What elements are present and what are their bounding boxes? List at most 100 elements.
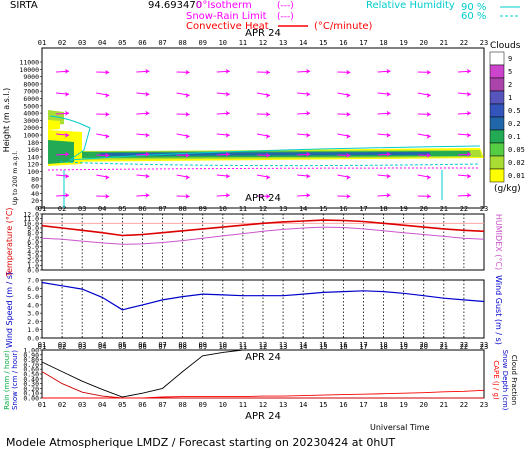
wind-arrow-head xyxy=(346,111,351,117)
wind-arrow-head xyxy=(225,68,230,74)
hour-label-10: 10 xyxy=(219,205,227,213)
y-tick-120: 120 xyxy=(27,161,39,169)
humidex-y-axis-label: HUMIDEX (°C) xyxy=(494,214,503,270)
y-tick-0.0: 0.0 xyxy=(27,267,39,275)
hour-label-15: 15 xyxy=(319,39,327,47)
clouds-bottom-hour-labels: 01 02 03 04 05 06 07 08 09 10 11 12 13 14 15 16 17 18 19 20… xyxy=(38,205,488,213)
y-tick-0.70: 0.70 xyxy=(23,361,39,369)
hour-label-06: 06 xyxy=(138,401,146,409)
model-footer: Modele Atmospherique LMDZ / Forecast sta… xyxy=(6,436,395,449)
wind-arrow-head xyxy=(185,133,190,139)
hour-label-18: 18 xyxy=(379,205,387,213)
legend-level-0.01: 0.01 xyxy=(508,172,525,180)
hour-label-01: 01 xyxy=(38,401,46,409)
legend-level-0.05: 0.05 xyxy=(508,146,525,154)
hour-label-03: 03 xyxy=(78,341,86,349)
hour-label-08: 08 xyxy=(178,341,186,349)
y-tick-100: 100 xyxy=(27,168,39,176)
hour-label-17: 17 xyxy=(359,343,367,351)
rh-60: 60 % xyxy=(461,11,486,22)
wind-arrow-head xyxy=(105,92,110,98)
wind-arrow-head xyxy=(65,132,70,138)
isotherm-label: 0°Isotherm xyxy=(196,0,252,11)
hour-label-18: 18 xyxy=(379,39,387,47)
wind-arrows xyxy=(56,68,471,199)
hour-label-19: 19 xyxy=(399,343,407,351)
rain-y-axis-label: Rain (mm / hour) xyxy=(3,350,11,410)
wind-series xyxy=(41,281,485,311)
hour-label-12: 12 xyxy=(259,343,267,351)
universal-time-label: Universal Time xyxy=(370,423,430,432)
wind-arrow-head xyxy=(145,91,150,97)
y-tick-3000: 3000 xyxy=(23,117,39,125)
hour-label-08: 08 xyxy=(178,401,186,409)
hour-label-11: 11 xyxy=(239,401,247,409)
y-tick-0.40: 0.40 xyxy=(23,375,39,383)
legend-swatch-0.01 xyxy=(489,168,505,183)
y-tick-5000: 5000 xyxy=(23,102,39,110)
y-tick-3.0: 3.0 xyxy=(27,310,39,318)
isotherm-line xyxy=(47,167,481,171)
y-tick-7.0: 7.0 xyxy=(27,234,39,242)
legend-swatch-0.05 xyxy=(489,142,505,157)
wind-arrow-head xyxy=(466,68,471,74)
precip-top-hour-labels: 01 02 03 04 05 06 07 08 09 10 11 12 13 14 15 16 17 18 19 20… xyxy=(38,341,488,349)
hour-label-22: 22 xyxy=(460,343,468,351)
wind-arrow-head xyxy=(266,193,270,199)
wind-arrow-head xyxy=(65,110,70,116)
hour-label-12: 12 xyxy=(259,341,267,349)
clouds-top-hour-labels: 01 02 03 04 05 06 07 08 09 10 11 12 13 14 15 16 17 18 19 20… xyxy=(38,39,488,47)
y-tick-180: 180 xyxy=(27,139,39,147)
hour-label-09: 09 xyxy=(199,205,207,213)
hour-label-18: 18 xyxy=(379,343,387,351)
wind-arrow-head xyxy=(466,110,471,116)
wind-y-tick-labels: 7.06.05.04.03.02.01.00.0 xyxy=(27,277,42,343)
hour-label-04: 04 xyxy=(98,205,106,213)
clouds-panel: APR 24 01 02 03 04 05 06 07 08 09 10 11 12 13 14 15 16 1… xyxy=(2,28,525,213)
wind-arrow-head xyxy=(266,69,270,75)
y-tick-80: 80 xyxy=(31,175,39,183)
hour-label-23: 23 xyxy=(480,401,488,409)
y-tick-1.0: 1.0 xyxy=(27,262,39,270)
wind-speed-line xyxy=(41,281,485,311)
y-tick-0.00: 0.00 xyxy=(23,395,39,403)
wind-gust-y-axis-label: Wind Gust (m / s) xyxy=(494,275,503,345)
wind-arrow-head xyxy=(65,91,70,97)
wind-arrow-head xyxy=(185,152,190,158)
wind-arrow-head xyxy=(65,173,70,179)
y-tick-60: 60 xyxy=(31,183,39,191)
hour-label-03: 03 xyxy=(78,39,86,47)
hour-label-11: 11 xyxy=(239,39,247,47)
hour-label-02: 02 xyxy=(58,341,66,349)
hour-label-02: 02 xyxy=(58,401,66,409)
wind-arrow-head xyxy=(346,174,351,180)
hour-label-14: 14 xyxy=(299,205,307,213)
hour-label-23: 23 xyxy=(480,205,488,213)
header: SIRTA 94.693470 0°Isotherm (---) Snow-Ra… xyxy=(10,0,520,32)
hour-label-03: 03 xyxy=(78,343,86,351)
y-tick-7.0: 7.0 xyxy=(27,277,39,285)
hour-label-19: 19 xyxy=(399,39,407,47)
y-tick-4.0: 4.0 xyxy=(27,248,39,256)
hour-label-13: 13 xyxy=(279,205,287,213)
y-tick-160: 160 xyxy=(27,146,39,154)
y-tick-2.0: 2.0 xyxy=(27,318,39,326)
wind-arrow-head xyxy=(105,193,110,199)
precip-series xyxy=(41,349,485,399)
hour-label-22: 22 xyxy=(460,341,468,349)
hour-label-05: 05 xyxy=(118,205,126,213)
wind-arrow-head xyxy=(266,174,270,180)
y-tick-2.0: 2.0 xyxy=(27,257,39,265)
hour-label-17: 17 xyxy=(359,205,367,213)
y-tick-6.0: 6.0 xyxy=(27,239,39,247)
hour-label-06: 06 xyxy=(138,39,146,47)
hour-label-07: 07 xyxy=(158,341,166,349)
hour-label-01: 01 xyxy=(38,343,46,351)
clouds-y-axis-label-2: Up to 200 m a.g.l. xyxy=(12,151,19,205)
clouds-legend-title: Clouds xyxy=(490,41,521,51)
wind-arrow-head xyxy=(65,151,70,157)
cloud-layer-mid-green xyxy=(48,140,74,164)
wind-arrow-head xyxy=(426,92,431,98)
wind-arrow-head xyxy=(266,92,270,98)
hour-label-23: 23 xyxy=(480,341,488,349)
